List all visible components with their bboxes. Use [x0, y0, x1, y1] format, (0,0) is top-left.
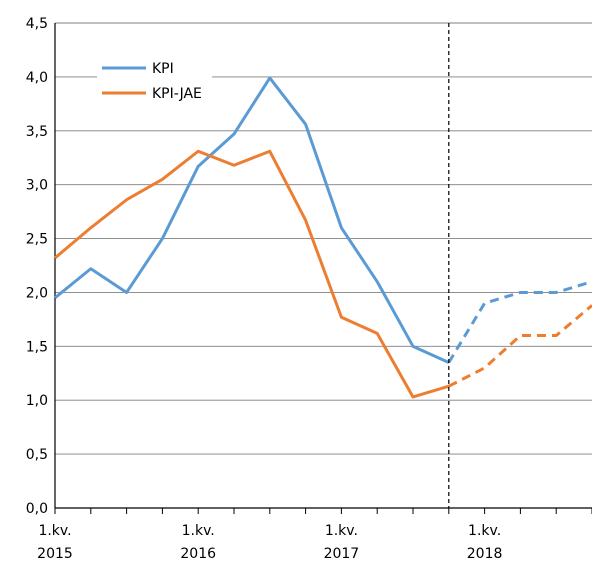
series-line-kpi: [54, 76, 450, 364]
y-tick-label: 3,5: [26, 124, 48, 140]
y-tick-label: 1,5: [26, 339, 48, 355]
legend-label: KPI: [152, 61, 174, 77]
x-tick-label-year: 2017: [324, 546, 360, 561]
series-forecast-kpi-jae: [448, 304, 592, 388]
x-axis: 1.kv. 2015 1.kv. 2016 1.kv. 2017 1.kv. 2018: [37, 508, 592, 561]
legend-background: [97, 55, 212, 105]
x-tick-label: 1.kv.: [325, 523, 358, 539]
x-tick-label: 1.kv.: [468, 523, 501, 539]
y-tick-label: 0,0: [26, 501, 48, 517]
y-tick-label: 4,0: [26, 70, 48, 86]
x-tick-label-year: 2016: [180, 546, 216, 561]
x-tick-label-year: 2015: [37, 546, 73, 561]
y-tick-label: 2,5: [26, 232, 48, 248]
legend-label: KPI-JAE: [152, 86, 202, 102]
series-forecast-kpi: [447, 280, 592, 364]
legend: KPI KPI-JAE: [97, 55, 212, 105]
y-tick-label: 2,0: [26, 285, 48, 301]
x-tick-label-year: 2018: [467, 546, 503, 561]
y-axis-ticks: 0,0 0,5 1,0 1,5 2,0 2,5 3,0 3,5 4,0 4,5: [26, 16, 48, 517]
y-tick-label: 0,5: [26, 447, 48, 463]
y-tick-label: 1,0: [26, 393, 48, 409]
series-line-kpi-jae: [54, 149, 450, 399]
gridlines: [54, 22, 592, 509]
x-tick-label: 1.kv.: [38, 523, 71, 539]
y-tick-label: 4,5: [26, 16, 48, 32]
series-lines: [54, 76, 592, 399]
y-tick-label: 3,0: [26, 178, 48, 194]
x-tick-label: 1.kv.: [182, 523, 215, 539]
